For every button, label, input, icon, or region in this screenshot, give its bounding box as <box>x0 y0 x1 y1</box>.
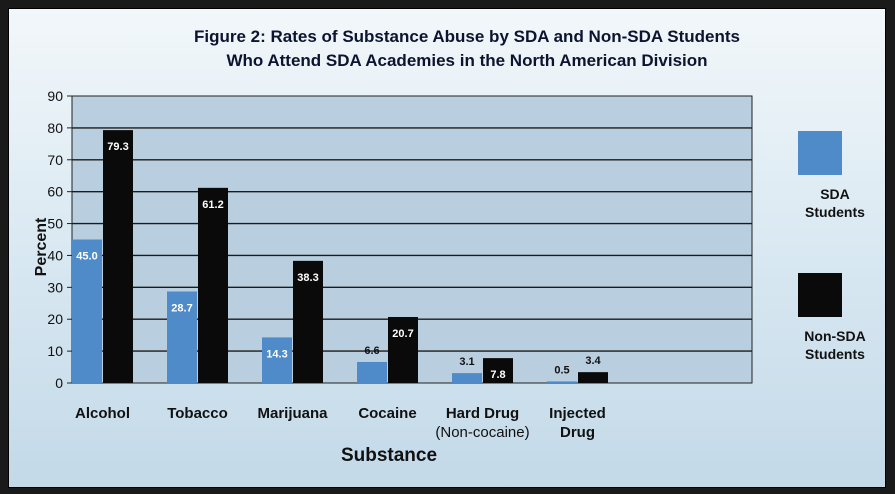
data-labels: 45.0 79.3 28.7 61.2 14.3 38.3 6.6 20.7 3.1 7.8 0.5… <box>76 141 601 381</box>
bar-sda <box>452 373 482 383</box>
bar-sda <box>72 239 102 383</box>
data-label: 7.8 <box>490 369 505 381</box>
y-axis-title: Percent <box>33 217 50 276</box>
data-label: 79.3 <box>107 141 128 153</box>
category-label-line2: Drug <box>560 424 595 441</box>
category-labels: Alcohol Tobacco Marijuana Cocaine Hard Drug (… <box>75 405 606 441</box>
bars <box>72 130 608 383</box>
y-tick-label: 60 <box>47 184 63 200</box>
category-label-line2: (Non-cocaine) <box>435 424 529 441</box>
bar-non-sda <box>198 187 228 383</box>
y-tick-label: 80 <box>47 120 63 136</box>
bar-non-sda <box>388 316 418 383</box>
data-label: 38.3 <box>297 272 318 284</box>
chart-title-line1: Figure 2: Rates of Substance Abuse by SD… <box>194 27 740 46</box>
data-label: 45.0 <box>76 251 97 263</box>
legend: SDA Students Non-SDA Students <box>798 131 866 362</box>
bar-sda <box>262 337 292 383</box>
y-tick-label: 90 <box>47 88 63 104</box>
category-label: Hard Drug <box>446 405 519 422</box>
y-tick-labels: 0 10 20 30 40 50 60 70 80 90 <box>47 88 63 391</box>
y-tick-label: 0 <box>55 375 63 391</box>
data-label: 3.1 <box>459 356 474 368</box>
legend-label-line2: Students <box>805 346 865 362</box>
y-tick-label: 40 <box>47 247 63 263</box>
chart-svg: Figure 2: Rates of Substance Abuse by SD… <box>33 27 866 466</box>
data-label: 20.7 <box>392 328 413 340</box>
category-label: Tobacco <box>167 405 228 422</box>
bar-non-sda <box>578 372 608 383</box>
y-tick-label: 50 <box>47 216 63 232</box>
bar-sda <box>547 381 577 383</box>
category-label: Injected <box>549 405 606 422</box>
bar-non-sda <box>293 260 323 383</box>
data-label: 28.7 <box>171 302 192 314</box>
data-label: 61.2 <box>202 199 223 211</box>
data-label: 14.3 <box>266 348 287 360</box>
bar-sda <box>167 291 197 383</box>
legend-swatch-sda <box>798 131 842 175</box>
category-label: Cocaine <box>358 405 416 422</box>
legend-label-line2: Students <box>805 204 865 220</box>
chart-frame: Figure 2: Rates of Substance Abuse by SD… <box>8 8 886 488</box>
y-tick-label: 20 <box>47 311 63 327</box>
legend-label: SDA <box>820 186 850 202</box>
legend-swatch-non-sda <box>798 273 842 317</box>
bar-sda <box>357 361 387 383</box>
bar-non-sda <box>483 358 513 383</box>
category-label: Marijuana <box>257 405 328 422</box>
y-tick-label: 70 <box>47 152 63 168</box>
x-axis-title: Substance <box>341 445 437 466</box>
category-label: Alcohol <box>75 405 130 422</box>
data-label: 0.5 <box>554 364 569 376</box>
y-tick-label: 10 <box>47 343 63 359</box>
chart-title-line2: Who Attend SDA Academies in the North Am… <box>226 51 707 70</box>
data-label: 3.4 <box>585 355 601 367</box>
bar-non-sda <box>103 130 133 383</box>
legend-label: Non-SDA <box>804 328 865 344</box>
y-tick-label: 30 <box>47 279 63 295</box>
data-label: 6.6 <box>364 345 379 357</box>
